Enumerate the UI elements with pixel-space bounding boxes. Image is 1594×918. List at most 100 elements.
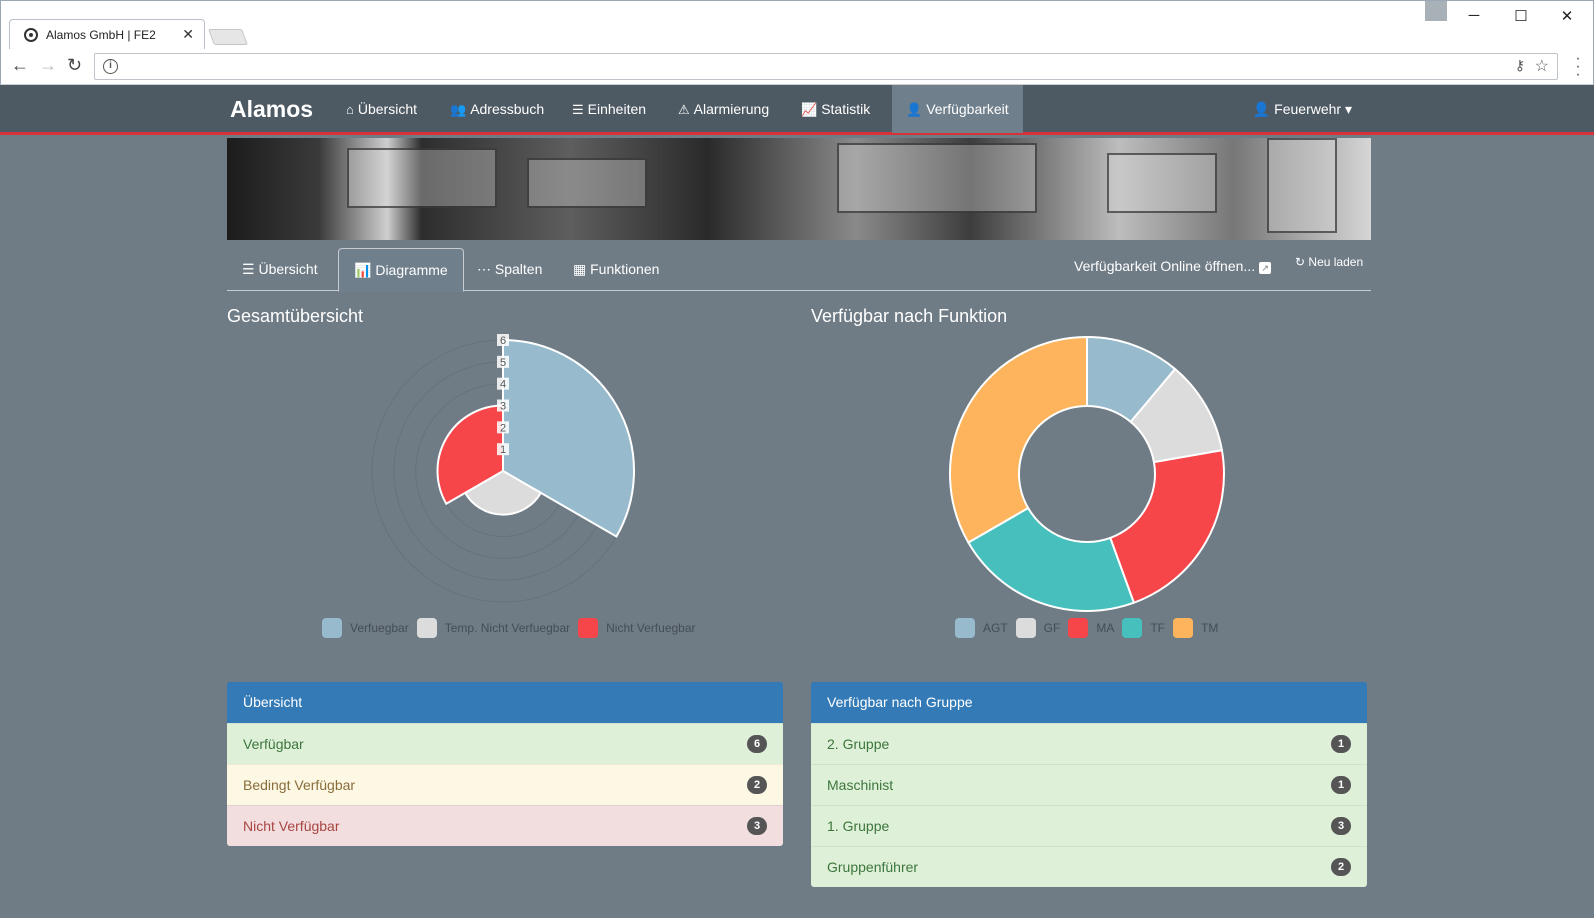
list-item[interactable]: 1. Gruppe 3	[811, 805, 1367, 846]
users-icon: 👥	[450, 102, 467, 117]
row-label: Maschinist	[827, 777, 894, 793]
reload-icon[interactable]: ↻	[67, 55, 83, 75]
subtab-diagramme[interactable]: 📊 Diagramme	[338, 248, 464, 292]
nav-label: Übersicht	[357, 101, 417, 117]
window-close-icon[interactable]: ✕	[1560, 8, 1574, 25]
reload-link[interactable]: ↻ Neu laden	[1295, 255, 1363, 269]
hero-banner	[227, 138, 1371, 240]
legend-swatch	[1173, 618, 1194, 638]
list-item[interactable]: Verfügbar 6	[227, 723, 783, 764]
user-menu[interactable]: 👤 Feuerwehr ▾	[1253, 85, 1352, 133]
info-icon[interactable]: i	[103, 59, 118, 74]
brand-logo[interactable]: Alamos	[230, 96, 314, 122]
back-icon[interactable]: ←	[11, 55, 29, 75]
legend-label: AGT	[983, 621, 1008, 635]
nav-adressbuch[interactable]: 👥 Adressbuch	[436, 85, 558, 133]
subtab-funktionen[interactable]: ▦ Funktionen	[558, 248, 674, 291]
polar-tick-bg	[497, 443, 509, 456]
profile-icon[interactable]	[1425, 1, 1447, 21]
subtab-label: Spalten	[494, 261, 543, 277]
bookmark-star-icon[interactable]: ☆	[1534, 58, 1549, 75]
subtab-label: Übersicht	[258, 261, 318, 277]
count-badge: 2	[747, 776, 767, 794]
browser-titlebar: Alamos GmbH | FE2 ✕ ─ ☐ ✕	[0, 0, 1594, 50]
panel-title: Übersicht	[227, 682, 783, 723]
nav-uebersicht[interactable]: ⌂ Übersicht	[332, 85, 431, 133]
nav-label: Alarmierung	[693, 101, 770, 117]
favicon-icon	[24, 28, 38, 42]
browser-menu-icon[interactable]: · · ·	[1575, 50, 1581, 83]
nav-label: Statistik	[821, 101, 871, 117]
doughnut-segment	[1108, 449, 1225, 605]
key-icon[interactable]: ⚷	[1514, 57, 1525, 73]
row-label: 1. Gruppe	[827, 818, 890, 834]
legend-item: Nicht Verfuegbar	[578, 618, 696, 638]
nav-label: Einheiten	[587, 101, 647, 117]
legend-label: Temp. Nicht Verfuegbar	[444, 621, 571, 635]
count-badge: 1	[1331, 776, 1351, 794]
doughnut-chart	[949, 335, 1225, 612]
nav-label: Verfügbarkeit	[926, 101, 1009, 117]
caret-down-icon: ▾	[1344, 101, 1352, 117]
panel-title: Verfügbar nach Gruppe	[811, 682, 1367, 723]
count-badge: 6	[747, 735, 767, 753]
legend-label: TM	[1201, 621, 1219, 635]
overview-panel: Übersicht Verfügbar 6 Bedingt Verfügbar …	[227, 682, 783, 846]
grid-icon: ▦	[573, 261, 587, 277]
tab-close-icon[interactable]: ✕	[182, 26, 194, 42]
external-link-icon: ↗	[1259, 262, 1272, 274]
legend-item: AGT	[955, 618, 1008, 638]
nav-alarmierung[interactable]: ⚠ Alarmierung	[664, 85, 783, 133]
subtab-label: Funktionen	[590, 261, 660, 277]
legend-swatch	[1122, 618, 1143, 638]
row-label: Verfügbar	[243, 736, 304, 752]
legend-swatch	[955, 618, 975, 638]
polar-chart-legend: Verfuegbar Temp. Nicht Verfuegbar Nicht …	[322, 618, 704, 638]
nav-verfuegbarkeit[interactable]: 👤 Verfügbarkeit	[892, 85, 1023, 133]
legend-label: GF	[1043, 621, 1061, 635]
maximize-icon[interactable]: ☐	[1514, 8, 1528, 25]
polar-tick-bg	[497, 377, 509, 390]
polar-tick-label: 6	[500, 335, 506, 347]
legend-label: Verfuegbar	[350, 621, 409, 635]
count-badge: 2	[1331, 858, 1351, 876]
legend-item: MA	[1068, 618, 1114, 638]
address-bar[interactable]: i ⚷ ☆	[94, 53, 1558, 80]
legend-item: Verfuegbar	[322, 618, 409, 638]
minimize-icon[interactable]: ─	[1468, 7, 1480, 24]
row-label: Bedingt Verfügbar	[243, 777, 356, 793]
list-item[interactable]: Bedingt Verfügbar 2	[227, 764, 783, 805]
forward-icon[interactable]: →	[39, 55, 57, 75]
nav-einheiten[interactable]: ☰ Einheiten	[558, 85, 660, 133]
list-item[interactable]: Gruppenführer 2	[811, 846, 1367, 887]
legend-item: Temp. Nicht Verfuegbar	[416, 618, 571, 638]
nav-statistik[interactable]: 📈 Statistik	[787, 85, 884, 133]
subtab-spalten[interactable]: ⋯ Spalten	[462, 248, 557, 291]
browser-tab[interactable]: Alamos GmbH | FE2 ✕	[9, 19, 205, 50]
legend-swatch	[578, 618, 599, 638]
subtab-bar: ☰ Übersicht 📊 Diagramme ⋯ Spalten ▦ Funk…	[227, 248, 1371, 292]
list-item[interactable]: Maschinist 1	[811, 764, 1367, 805]
polar-tick-label: 2	[500, 422, 506, 434]
section-title-gesamt: Gesamtübersicht	[227, 306, 364, 326]
list-item[interactable]: 2. Gruppe 1	[811, 723, 1367, 764]
tab-title: Alamos GmbH | FE2	[46, 28, 156, 42]
polar-tick-bg	[497, 355, 509, 368]
doughnut-segment	[966, 506, 1136, 612]
polar-slice	[463, 469, 543, 516]
legend-item: TF	[1122, 618, 1165, 638]
row-label: 2. Gruppe	[827, 736, 890, 752]
legend-item: GF	[1015, 618, 1061, 638]
list-item[interactable]: Nicht Verfügbar 3	[227, 805, 783, 846]
refresh-icon: ↻	[1295, 255, 1306, 269]
open-online-link[interactable]: Verfügbarkeit Online öffnen... ↗	[1074, 258, 1272, 274]
chart-line-icon: 📈	[801, 102, 818, 117]
ellipsis-icon: ⋯	[477, 261, 491, 277]
bar-chart-icon: 📊	[354, 262, 372, 278]
nav-label: Adressbuch	[470, 101, 545, 117]
subtab-label: Diagramme	[375, 262, 448, 278]
polar-tick-bg	[497, 399, 509, 412]
new-tab-button[interactable]	[208, 29, 248, 45]
polar-tick-bg	[497, 421, 509, 434]
subtab-uebersicht[interactable]: ☰ Übersicht	[227, 248, 333, 291]
